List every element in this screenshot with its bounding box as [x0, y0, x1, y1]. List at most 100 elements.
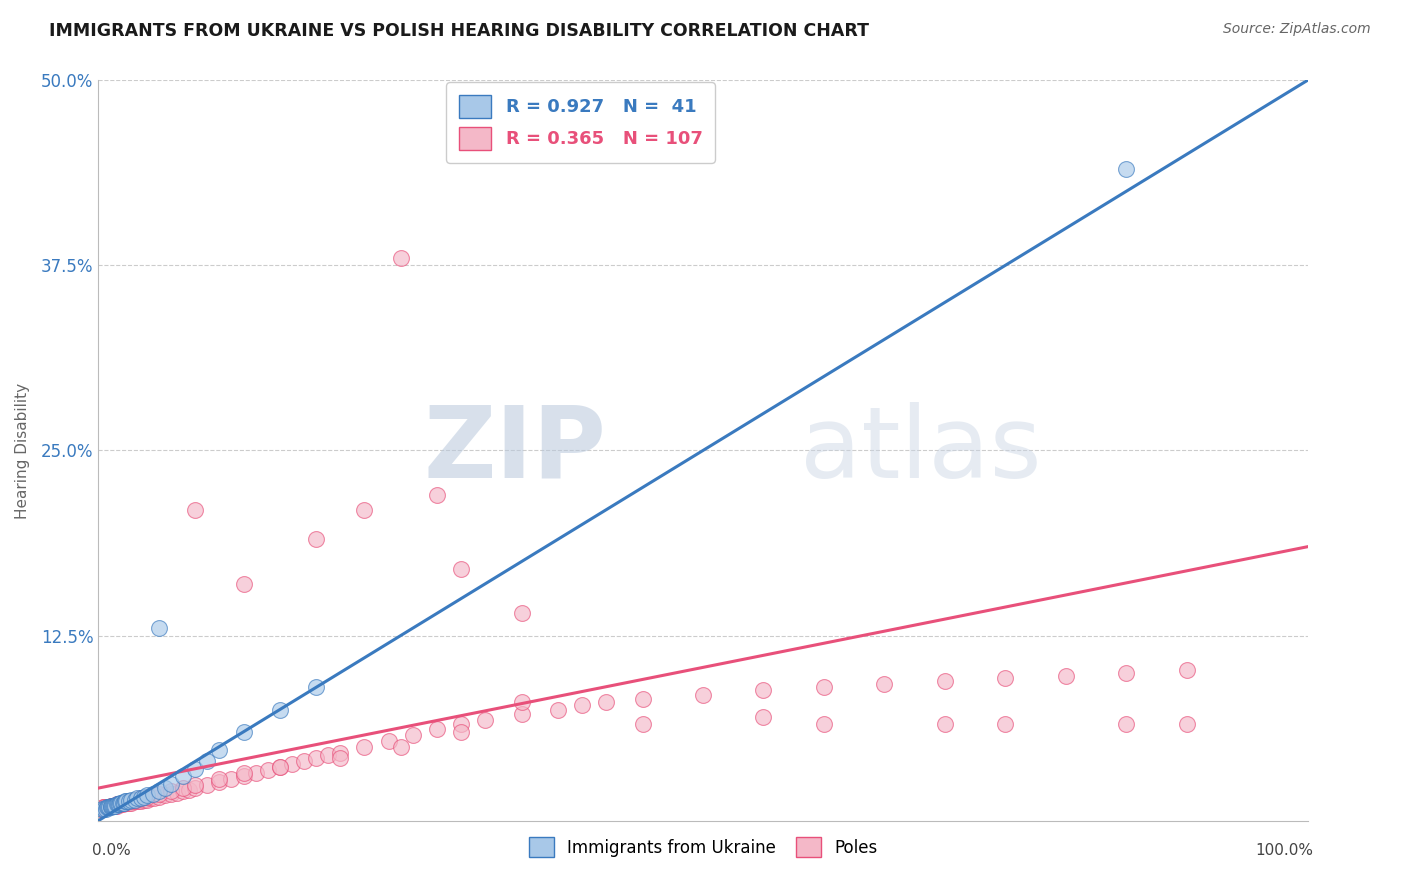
Point	[353, 739, 375, 754]
Point	[692, 688, 714, 702]
Point	[305, 751, 328, 765]
Point	[510, 695, 533, 709]
Legend: Immigrants from Ukraine, Poles: Immigrants from Ukraine, Poles	[522, 830, 884, 864]
Point	[281, 757, 304, 772]
Point	[101, 798, 124, 813]
Point	[112, 796, 135, 810]
Point	[269, 703, 291, 717]
Point	[110, 797, 132, 812]
Point	[631, 717, 654, 731]
Point	[232, 576, 254, 591]
Point	[100, 798, 122, 813]
Point	[994, 717, 1017, 731]
Text: 0.0%: 0.0%	[93, 843, 131, 858]
Point	[474, 713, 496, 727]
Point	[134, 793, 156, 807]
Point	[166, 785, 188, 799]
Text: ZIP: ZIP	[423, 402, 606, 499]
Point	[91, 800, 114, 814]
Point	[153, 789, 176, 803]
Point	[111, 797, 134, 812]
Point	[232, 769, 254, 783]
Point	[1115, 162, 1137, 177]
Point	[160, 776, 183, 791]
Point	[450, 562, 472, 576]
Point	[98, 800, 121, 814]
Point	[305, 533, 328, 547]
Point	[100, 798, 122, 813]
Point	[97, 800, 120, 814]
Point	[813, 681, 835, 695]
Point	[245, 766, 267, 780]
Point	[104, 798, 127, 813]
Point	[105, 798, 128, 813]
Point	[101, 798, 124, 813]
Point	[105, 797, 128, 812]
Text: Source: ZipAtlas.com: Source: ZipAtlas.com	[1223, 22, 1371, 37]
Point	[1175, 663, 1198, 677]
Point	[160, 784, 183, 798]
Point	[100, 798, 122, 813]
Point	[1115, 665, 1137, 680]
Point	[148, 784, 170, 798]
Point	[135, 793, 157, 807]
Point	[112, 796, 135, 810]
Point	[221, 772, 243, 787]
Point	[90, 802, 112, 816]
Point	[353, 502, 375, 516]
Point	[179, 782, 201, 797]
Point	[105, 797, 128, 812]
Point	[184, 502, 207, 516]
Point	[148, 787, 170, 801]
Point	[127, 794, 149, 808]
Point	[129, 794, 152, 808]
Point	[994, 672, 1017, 686]
Point	[103, 798, 125, 813]
Point	[111, 796, 134, 810]
Point	[269, 760, 291, 774]
Point	[135, 789, 157, 804]
Point	[329, 751, 352, 765]
Point	[107, 797, 129, 812]
Point	[142, 787, 165, 801]
Text: IMMIGRANTS FROM UKRAINE VS POLISH HEARING DISABILITY CORRELATION CHART: IMMIGRANTS FROM UKRAINE VS POLISH HEARIN…	[49, 22, 869, 40]
Point	[208, 772, 231, 787]
Point	[153, 780, 176, 795]
Point	[934, 717, 956, 731]
Point	[1175, 717, 1198, 731]
Point	[97, 800, 120, 814]
Point	[195, 755, 218, 769]
Point	[1115, 717, 1137, 731]
Point	[96, 800, 118, 814]
Text: atlas: atlas	[800, 402, 1042, 499]
Point	[104, 798, 127, 813]
Point	[129, 791, 152, 805]
Point	[111, 796, 134, 810]
Point	[389, 251, 412, 265]
Point	[93, 800, 115, 814]
Point	[134, 789, 156, 804]
Point	[269, 760, 291, 774]
Point	[571, 698, 593, 713]
Point	[108, 797, 131, 812]
Point	[124, 793, 146, 807]
Point	[115, 796, 138, 810]
Point	[316, 748, 339, 763]
Point	[232, 766, 254, 780]
Point	[108, 796, 131, 810]
Point	[100, 798, 122, 813]
Point	[114, 796, 136, 810]
Point	[184, 780, 207, 795]
Point	[292, 755, 315, 769]
Point	[93, 802, 115, 816]
Point	[96, 800, 118, 814]
Point	[389, 739, 412, 754]
Point	[752, 710, 775, 724]
Point	[120, 793, 142, 807]
Point	[184, 762, 207, 776]
Point	[91, 802, 114, 816]
Point	[118, 794, 141, 808]
Point	[124, 793, 146, 807]
Point	[139, 791, 162, 805]
Point	[135, 789, 157, 803]
